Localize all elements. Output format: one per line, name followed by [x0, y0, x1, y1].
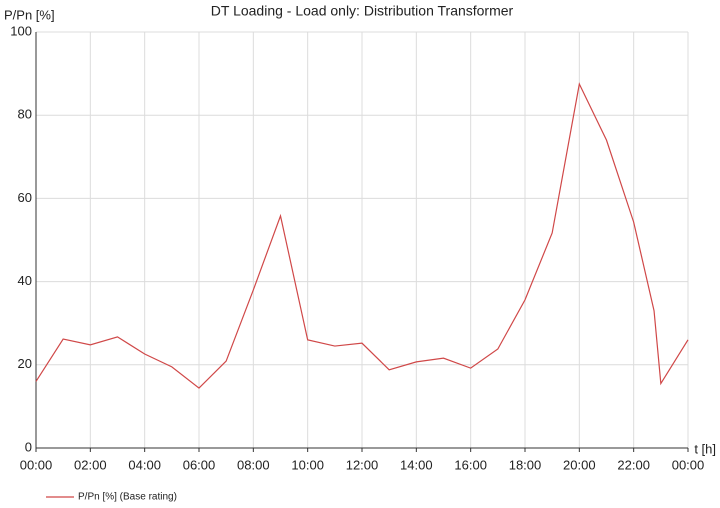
x-tick-label: 04:00 [128, 457, 161, 472]
y-tick-label: 60 [18, 190, 32, 205]
x-tick-label: 02:00 [74, 457, 107, 472]
chart-title: DT Loading - Load only: Distribution Tra… [211, 3, 514, 19]
x-tick-label: 20:00 [563, 457, 596, 472]
y-tick-label: 80 [18, 107, 32, 122]
x-tick-label: 22:00 [617, 457, 650, 472]
legend-label: P/Pn [%] (Base rating) [78, 492, 177, 503]
y-axis-label: P/Pn [%] [4, 7, 55, 22]
x-tick-label: 06:00 [183, 457, 216, 472]
x-tick-label: 10:00 [291, 457, 324, 472]
y-tick-label: 20 [18, 356, 32, 371]
y-tick-label: 40 [18, 273, 32, 288]
x-tick-label: 00:00 [20, 457, 53, 472]
x-tick-label: 14:00 [400, 457, 433, 472]
x-tick-label: 00:00 [672, 457, 705, 472]
x-tick-label: 16:00 [454, 457, 487, 472]
data-line [35, 82, 689, 389]
x-tick-label: 18:00 [509, 457, 542, 472]
x-tick-label: 08:00 [237, 457, 270, 472]
x-tick-label: 12:00 [346, 457, 379, 472]
y-tick-label: 100 [10, 23, 32, 38]
y-tick-label: 0 [25, 439, 32, 454]
x-axis-label: t [h] [694, 441, 716, 456]
